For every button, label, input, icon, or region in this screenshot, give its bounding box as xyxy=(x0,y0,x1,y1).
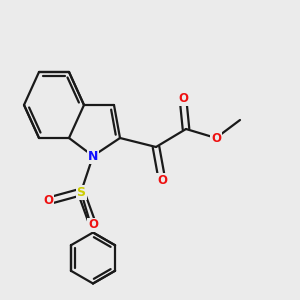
Text: O: O xyxy=(211,131,221,145)
Text: S: S xyxy=(76,185,85,199)
Text: O: O xyxy=(157,173,167,187)
Text: O: O xyxy=(43,194,53,208)
Text: O: O xyxy=(88,218,98,232)
Text: O: O xyxy=(178,92,188,106)
Text: N: N xyxy=(88,149,98,163)
